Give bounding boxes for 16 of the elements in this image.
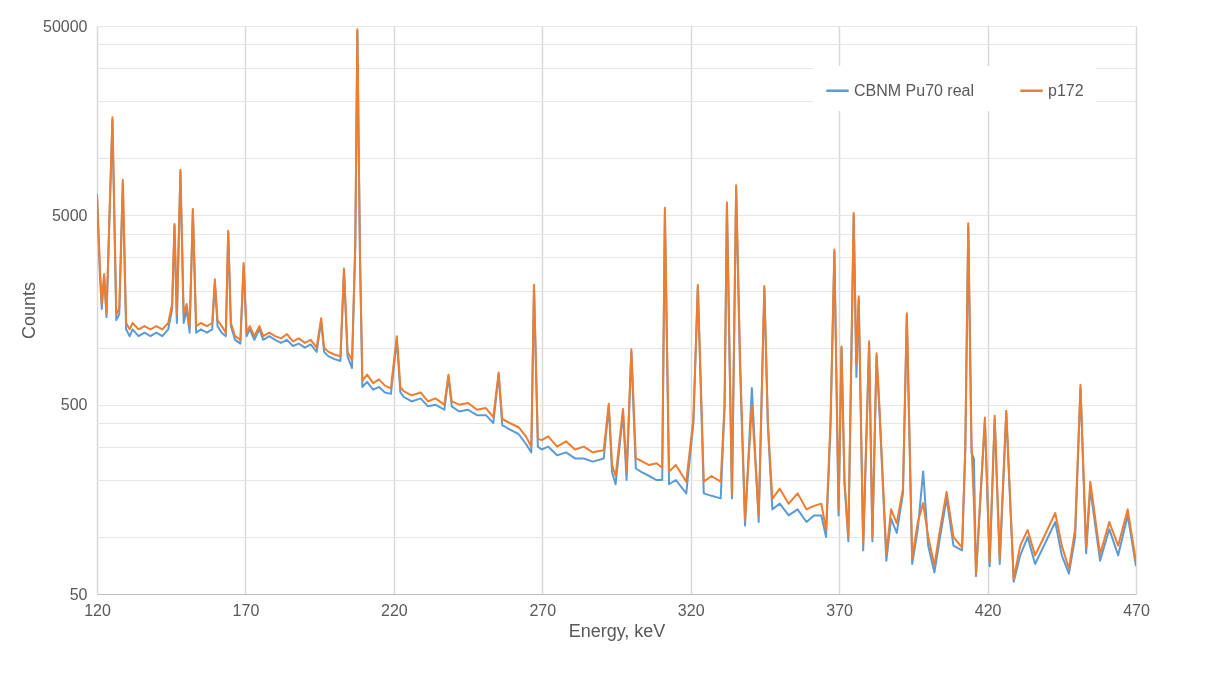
x-tick-label: 170: [232, 601, 260, 619]
x-tick-label: 120: [84, 601, 111, 619]
y-axis-title: Counts: [19, 281, 40, 340]
legend-label: p172: [1048, 81, 1084, 99]
y-tick-label: 50: [69, 585, 88, 603]
x-tick-label: 270: [529, 601, 557, 619]
x-tick-label: 420: [974, 601, 1002, 619]
x-tick-label: 470: [1123, 601, 1150, 619]
y-tick-label: 50000: [43, 17, 88, 35]
x-axis-title: Energy, keV: [568, 620, 666, 641]
legend-label: CBNM Pu70 real: [854, 81, 975, 99]
x-tick-label: 220: [381, 601, 408, 619]
x-tick-label: 320: [677, 601, 705, 619]
y-tick-label: 500: [60, 396, 88, 414]
x-tick-label: 370: [826, 601, 854, 619]
y-tick-label: 5000: [51, 206, 88, 224]
